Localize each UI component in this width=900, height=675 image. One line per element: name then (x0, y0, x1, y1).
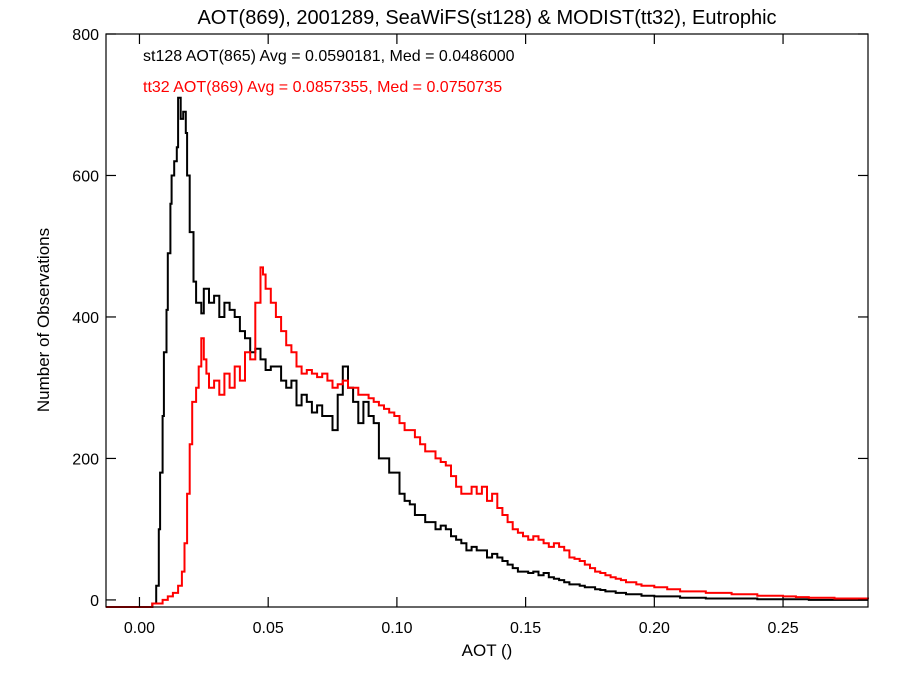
x-axis-ticks: 0.00 0.05 0.10 0.15 0.20 0.25 (124, 34, 799, 637)
x-tick-label: 0.15 (510, 620, 541, 637)
y-tick-label: 0 (90, 593, 99, 610)
series-group (106, 96, 869, 608)
x-tick-label: 0.05 (253, 620, 284, 637)
y-tick-label: 800 (72, 27, 99, 44)
histogram-series-1 (106, 96, 868, 608)
x-tick-label: 0.25 (767, 620, 798, 637)
x-tick-label: 0.00 (124, 620, 155, 637)
stats-annotation-st128: st128 AOT(865) Avg = 0.0590181, Med = 0.… (143, 48, 515, 65)
y-tick-label: 600 (72, 168, 99, 185)
y-tick-label: 200 (72, 451, 99, 468)
y-axis-ticks: 0 200 400 600 800 (72, 27, 868, 610)
plot-frame (105, 33, 869, 608)
x-tick-label: 0.20 (639, 620, 670, 637)
histogram-series-2 (106, 266, 869, 608)
stats-annotation-tt32: tt32 AOT(869) Avg = 0.0857355, Med = 0.0… (143, 79, 502, 96)
y-tick-label: 400 (72, 310, 99, 327)
x-axis-label: AOT () (462, 641, 513, 660)
x-tick-label: 0.10 (381, 620, 412, 637)
y-axis-label: Number of Observations (34, 228, 53, 412)
chart-title: AOT(869), 2001289, SeaWiFS(st128) & MODI… (197, 7, 776, 29)
